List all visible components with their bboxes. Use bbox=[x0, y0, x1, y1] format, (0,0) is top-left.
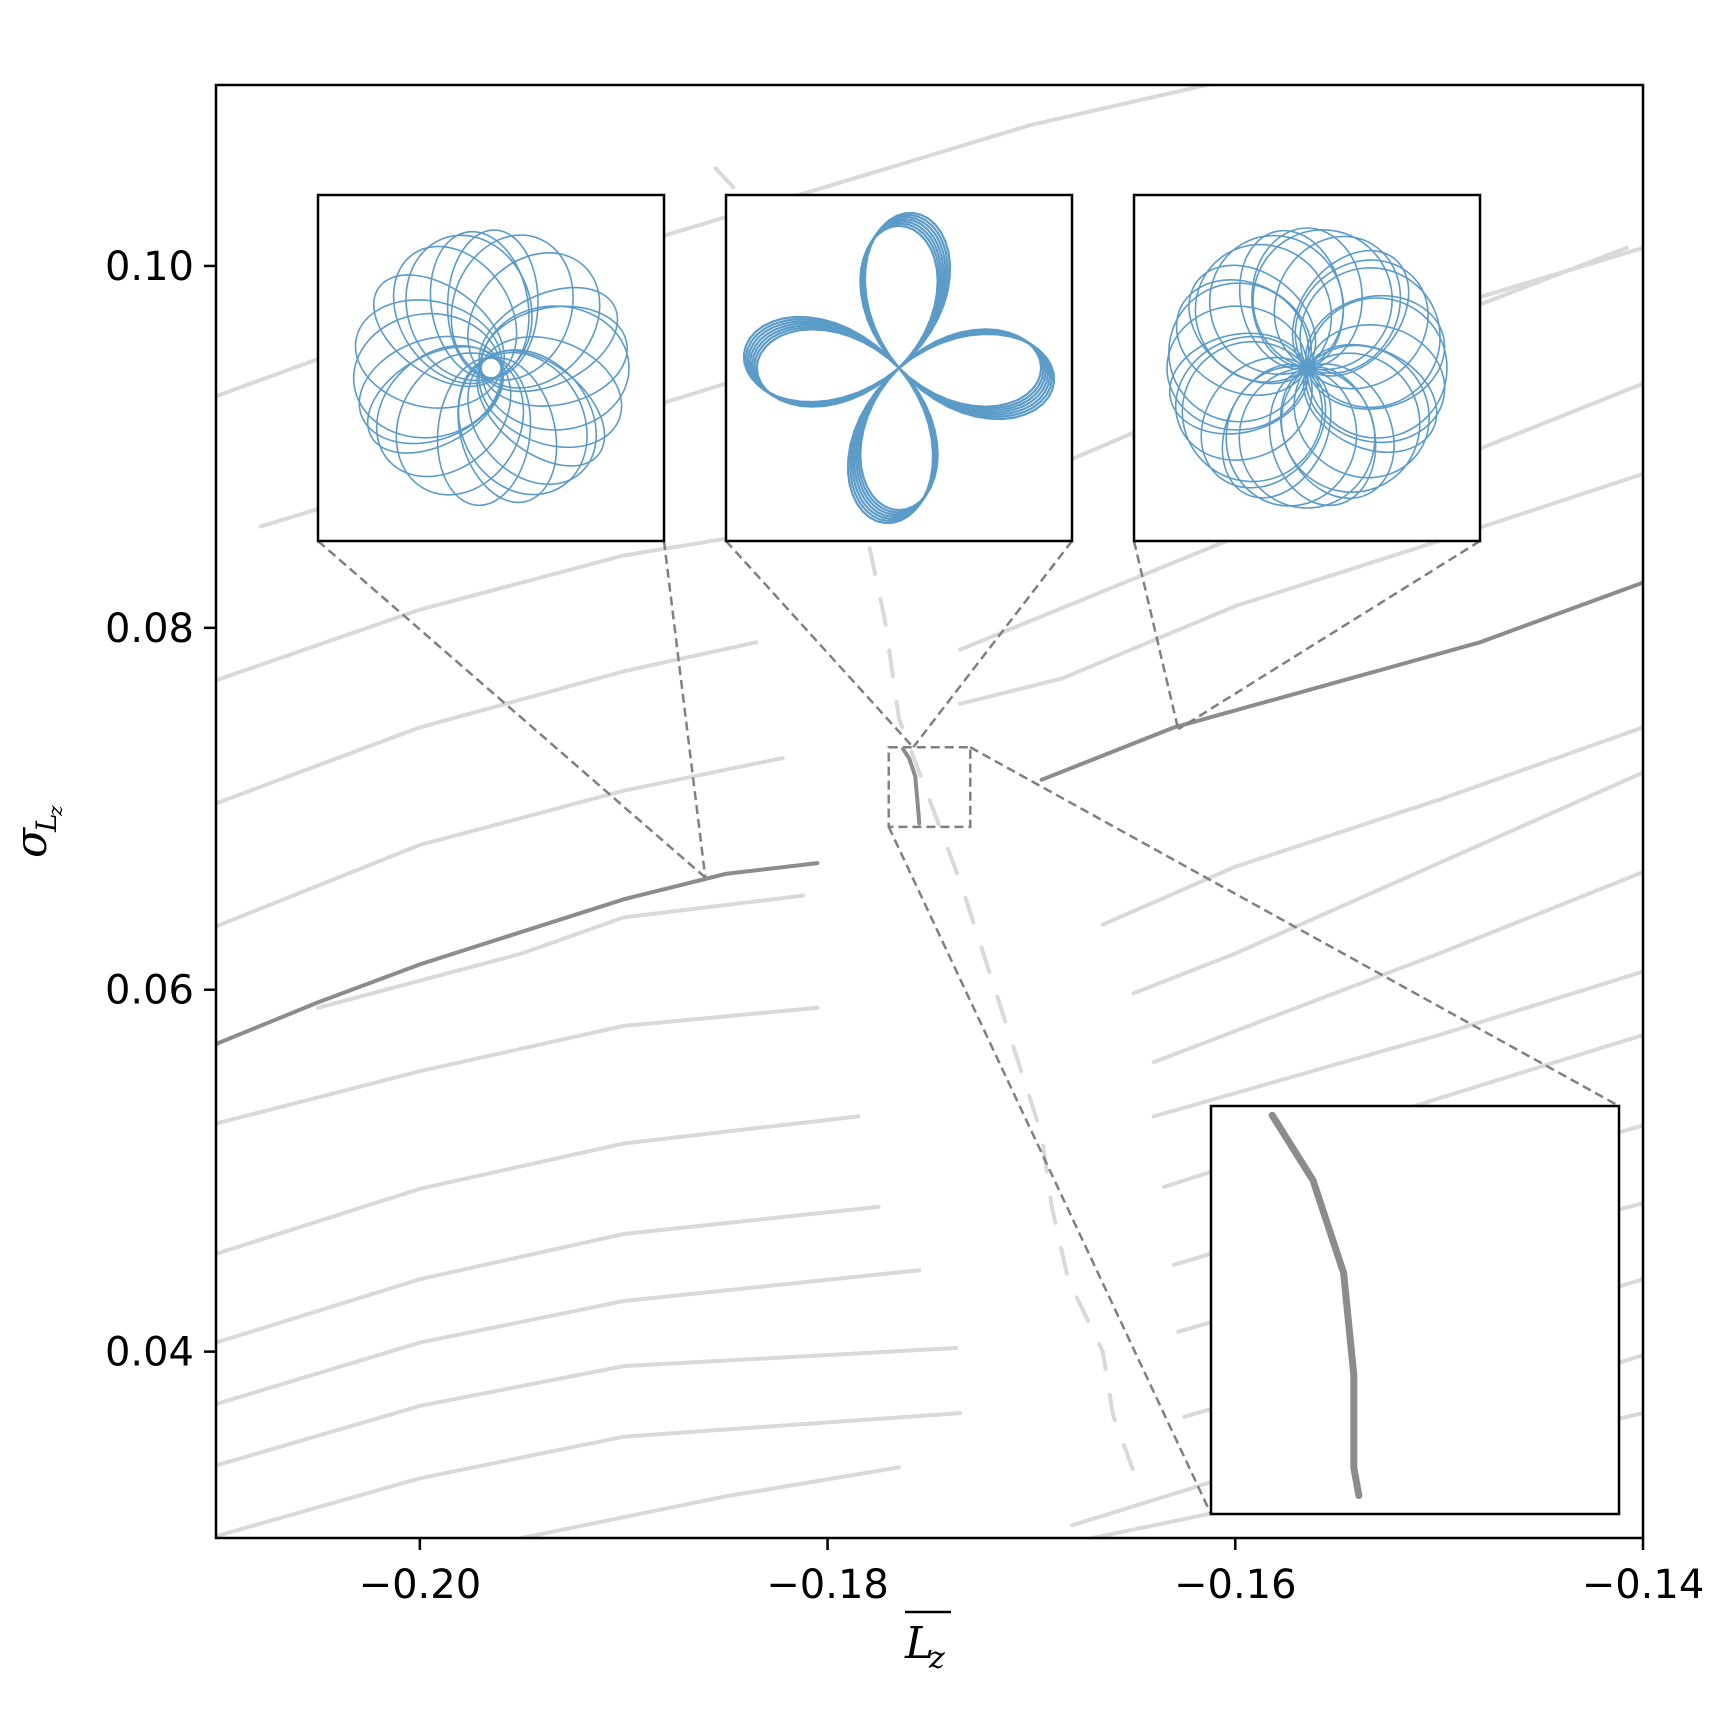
inset-connector bbox=[912, 540, 1073, 749]
background-curve bbox=[216, 1114, 861, 1256]
y-tick-label: 0.04 bbox=[105, 1330, 194, 1376]
inset-connector bbox=[725, 540, 915, 749]
zoom-inset bbox=[1209, 1104, 1621, 1516]
y-axis-label-main: σ bbox=[6, 826, 57, 858]
highlight-curve bbox=[901, 747, 922, 826]
background-curve bbox=[1131, 770, 1643, 996]
inset-connector bbox=[1177, 539, 1481, 731]
x-tick-label: −0.20 bbox=[359, 1562, 482, 1608]
orbit-1-inset bbox=[316, 193, 666, 543]
y-axis-ticks: 0.04 0.06 0.08 0.10 bbox=[105, 244, 216, 1376]
orbit-loop bbox=[742, 211, 1056, 525]
orbit-loop bbox=[479, 305, 628, 407]
background-curve bbox=[1151, 969, 1643, 1119]
background-curve bbox=[958, 472, 1643, 706]
x-tick-label: −0.16 bbox=[1174, 1562, 1297, 1608]
orbit-insets bbox=[316, 193, 1482, 543]
background-curve bbox=[1151, 870, 1643, 1065]
background-curve bbox=[519, 1465, 901, 1538]
x-axis-label-sub: z bbox=[928, 1641, 945, 1676]
background-curve bbox=[1100, 725, 1643, 927]
background-curve bbox=[216, 756, 785, 929]
zoom-inset-curve bbox=[1268, 1111, 1363, 1499]
zoom-inset-frame bbox=[1209, 1104, 1621, 1516]
axes-frame bbox=[214, 83, 1645, 1540]
background-curve bbox=[315, 893, 806, 1010]
y-axis-label-sub: L bbox=[30, 813, 63, 833]
inset-frame bbox=[316, 193, 666, 543]
zoom-connector bbox=[887, 826, 1213, 1515]
inset-connector bbox=[317, 540, 707, 879]
x-tick-label: −0.14 bbox=[1582, 1562, 1705, 1608]
background-curves bbox=[216, 85, 1643, 1538]
y-tick-label: 0.10 bbox=[105, 244, 194, 290]
highlight-curves bbox=[216, 580, 1643, 1046]
inset-connectors bbox=[317, 539, 1620, 1515]
plot-area bbox=[216, 85, 1643, 1538]
background-curve bbox=[216, 1411, 963, 1538]
orbit-3-inset bbox=[1132, 193, 1482, 543]
background-curve bbox=[216, 640, 759, 806]
zoom-connector bbox=[969, 746, 1620, 1108]
zoom-region-box bbox=[887, 746, 972, 829]
inset-connector bbox=[1132, 540, 1180, 730]
x-axis-label: L z bbox=[904, 1610, 951, 1676]
background-curve bbox=[216, 531, 759, 683]
x-axis-ticks: −0.20 −0.18 −0.16 −0.14 bbox=[359, 1538, 1705, 1608]
highlight-curve bbox=[216, 861, 820, 1046]
highlight-curve bbox=[1039, 580, 1643, 782]
y-axis-label: σ L z bbox=[6, 805, 67, 858]
inset-connector bbox=[662, 540, 707, 878]
background-curve bbox=[216, 1346, 958, 1468]
x-tick-label: −0.18 bbox=[766, 1562, 889, 1608]
background-curve bbox=[216, 1268, 922, 1407]
background-curve bbox=[216, 1204, 881, 1345]
x-axis-label-main: L bbox=[904, 1618, 934, 1669]
y-tick-label: 0.06 bbox=[105, 968, 194, 1014]
orbit-loop bbox=[1305, 294, 1446, 410]
y-tick-label: 0.08 bbox=[105, 606, 194, 652]
y-axis-label-subsub: z bbox=[43, 805, 67, 817]
background-curve bbox=[216, 1005, 820, 1126]
orbit-2-inset bbox=[724, 193, 1074, 543]
